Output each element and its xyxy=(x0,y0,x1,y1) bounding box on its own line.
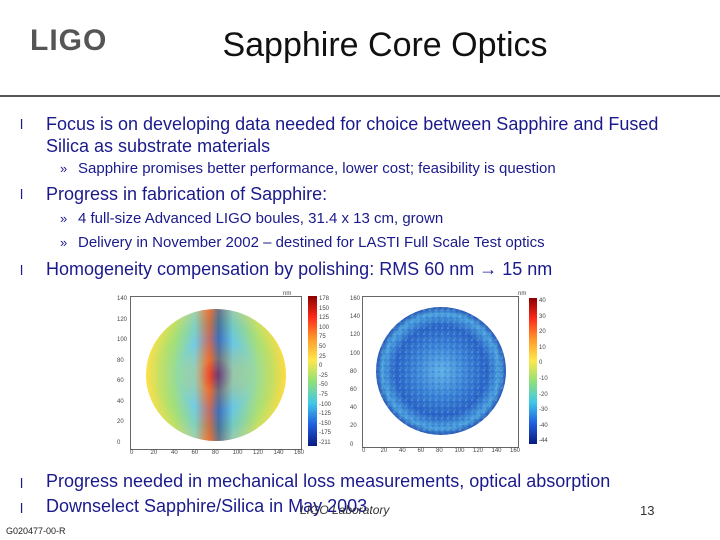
right-x-tick-label: 60 xyxy=(417,448,425,454)
left-y-tick-label: 140 xyxy=(117,296,128,302)
right-x-tick-label: 20 xyxy=(380,448,388,454)
left-cbar-tick-label: -150 xyxy=(319,420,332,427)
bullet-marker: l xyxy=(20,186,24,202)
left-cbar-tick-label: -25 xyxy=(319,372,328,379)
left-cbar-tick-label: 0 xyxy=(319,363,323,370)
right-plot-svg xyxy=(376,307,506,435)
right-x-tick-label: 40 xyxy=(399,448,406,454)
left-y-tick-label: 120 xyxy=(117,316,128,323)
left-x-tick-label: 80 xyxy=(212,450,219,456)
left-y-tick-label: 20 xyxy=(117,419,124,425)
ligo-logo: LIGO xyxy=(30,24,108,57)
left-cbar-tick-label: 178 xyxy=(319,296,330,302)
right-y-tick-label: 140 xyxy=(350,314,361,321)
left-x-tick-label: 120 xyxy=(253,450,264,456)
footer-lab-name: LIGO Laboratory xyxy=(300,503,390,517)
right-cbar-unit: nm xyxy=(518,291,527,297)
left-plot-frame xyxy=(130,296,302,450)
bullet-marker: l xyxy=(20,475,24,491)
left-cbar-tick-label: -211 xyxy=(319,440,331,446)
right-cbar-tick-label: 40 xyxy=(539,298,546,304)
bullet-3-text: Homogeneity compensation by polishing: R… xyxy=(46,259,553,279)
left-cbar-unit: nm xyxy=(283,291,292,297)
right-x-tick-label: 160 xyxy=(510,448,521,454)
left-cbar-tick-label: -75 xyxy=(319,392,328,398)
right-y-tick-label: 100 xyxy=(350,350,361,357)
left-cbar-tick-label: -100 xyxy=(319,401,332,408)
page-number: 13 xyxy=(640,503,655,518)
left-y-tick-label: 80 xyxy=(117,357,124,364)
left-x-tick-label: 100 xyxy=(232,450,243,456)
right-y-tick-label: 0 xyxy=(350,441,354,448)
left-y-tick-label: 100 xyxy=(117,337,128,343)
right-plot-frame xyxy=(362,296,519,448)
slide-title: Sapphire Core Optics xyxy=(222,26,548,64)
left-y-tick-label: 0 xyxy=(117,439,121,446)
left-x-tick-label: 20 xyxy=(150,450,158,456)
title-rule xyxy=(0,95,720,97)
bullet-marker: l xyxy=(20,500,24,516)
right-y-tick-label: 40 xyxy=(350,405,357,412)
right-y-tick-label: 120 xyxy=(350,332,361,339)
left-x-tick-label: 160 xyxy=(294,450,305,456)
bullet-1-sub-1: Sapphire promises better performance, lo… xyxy=(78,160,556,177)
right-cbar-tick-label: 20 xyxy=(539,329,546,336)
right-cbar-tick-label: -20 xyxy=(539,391,548,398)
left-cbar-tick-label: 150 xyxy=(319,305,330,312)
bullet-2-sub-1: 4 full-size Advanced LIGO boules, 31.4 x… xyxy=(78,210,444,227)
right-cbar-tick-label: 30 xyxy=(539,313,546,320)
left-cbar-tick-label: 100 xyxy=(319,324,330,331)
left-cbar-tick-label: 25 xyxy=(319,353,326,360)
bullet-5-text: Downselect Sapphire/Silica in May 2003 xyxy=(46,496,368,516)
bullet-1-text: Focus is on developing data needed for c… xyxy=(46,114,659,156)
sub-marker: » xyxy=(60,211,68,226)
left-cbar-tick-label: 125 xyxy=(319,315,330,322)
left-x-tick-label: 0 xyxy=(130,450,134,456)
left-cbar-tick-label: 75 xyxy=(319,334,326,341)
bullet-marker: l xyxy=(20,262,24,278)
left-cbar-tick-label: 50 xyxy=(319,344,326,350)
left-y-tick-label: 60 xyxy=(117,378,124,384)
sub-marker: » xyxy=(60,161,68,176)
right-colorbar xyxy=(529,298,537,444)
left-x-tick-label: 60 xyxy=(191,450,199,456)
right-cbar-tick-label: -40 xyxy=(539,422,548,429)
right-cbar-tick-label: 10 xyxy=(539,344,546,351)
bullet-marker: l xyxy=(20,116,24,132)
right-y-tick-label: 80 xyxy=(350,368,357,375)
sub-marker: » xyxy=(60,235,68,250)
right-cbar-tick-label: 0 xyxy=(539,360,543,367)
right-cbar-tick-label: -44 xyxy=(539,438,548,445)
right-x-tick-label: 100 xyxy=(454,448,465,454)
right-y-tick-label: 60 xyxy=(350,387,357,393)
left-colorbar xyxy=(308,296,317,446)
left-cbar-tick-label: -50 xyxy=(319,382,328,389)
right-y-tick-label: 20 xyxy=(350,423,357,430)
bullet-2-text: Progress in fabrication of Sapphire: xyxy=(46,184,328,204)
document-id: G020477-00-R xyxy=(6,526,66,536)
left-x-tick-label: 40 xyxy=(171,450,178,456)
left-cbar-tick-label: -175 xyxy=(319,430,332,437)
right-cbar-tick-label: -10 xyxy=(539,376,548,382)
right-x-tick-label: 120 xyxy=(473,448,484,454)
right-x-tick-label: 0 xyxy=(362,448,366,454)
left-plot-svg xyxy=(146,309,286,441)
right-x-tick-label: 140 xyxy=(491,448,502,454)
right-y-tick-label: 160 xyxy=(350,296,361,302)
left-cbar-tick-label: -125 xyxy=(319,411,332,418)
left-x-tick-label: 140 xyxy=(273,450,284,456)
left-y-tick-label: 40 xyxy=(117,398,124,405)
right-cbar-tick-label: -30 xyxy=(539,407,548,414)
bullet-4-text: Progress needed in mechanical loss measu… xyxy=(46,471,611,491)
right-x-tick-label: 80 xyxy=(436,448,443,454)
bullet-2-sub-2: Delivery in November 2002 – destined for… xyxy=(78,234,545,251)
